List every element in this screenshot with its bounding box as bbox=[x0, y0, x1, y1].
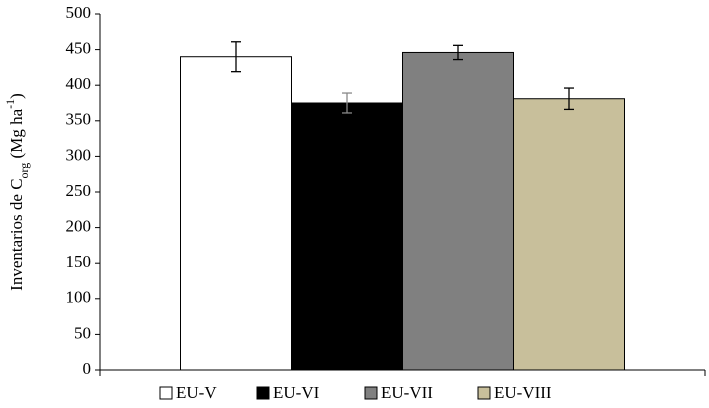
legend-label: EU-VII bbox=[381, 383, 433, 402]
y-tick-label: 300 bbox=[66, 145, 92, 164]
bar bbox=[291, 102, 403, 371]
y-tick-label: 350 bbox=[66, 110, 92, 129]
legend-swatch bbox=[256, 386, 270, 400]
legend-label: EU-VIII bbox=[494, 383, 552, 402]
y-tick-label: 100 bbox=[66, 288, 92, 307]
error-bar bbox=[231, 41, 241, 73]
y-tick-label: 150 bbox=[66, 252, 92, 271]
y-tick-label: 400 bbox=[66, 74, 92, 93]
y-label-part: ) bbox=[7, 93, 26, 99]
bar bbox=[180, 56, 292, 371]
legend-swatch bbox=[159, 386, 173, 400]
y-axis-label: Inventarios de Corg (Mg ha-1) bbox=[3, 93, 31, 291]
legend-label: EU-V bbox=[176, 383, 217, 402]
y-tick-label: 450 bbox=[66, 39, 92, 58]
y-tick-label: 50 bbox=[74, 323, 91, 342]
bar bbox=[513, 98, 625, 371]
y-tick-label: 250 bbox=[66, 181, 92, 200]
legend-swatch bbox=[477, 386, 491, 400]
legend-label: EU-VI bbox=[273, 383, 320, 402]
y-tick-label: 500 bbox=[66, 3, 92, 22]
y-tick-label: 0 bbox=[83, 359, 92, 378]
error-bar bbox=[453, 44, 463, 61]
y-label-part: -1 bbox=[3, 99, 17, 109]
legend-swatch bbox=[364, 386, 378, 400]
y-label-part: Inventarios de C bbox=[7, 178, 26, 290]
bar bbox=[402, 51, 514, 371]
y-label-part: (Mg ha bbox=[7, 108, 26, 162]
error-bar bbox=[342, 92, 352, 114]
y-tick-label: 200 bbox=[66, 217, 92, 236]
y-label-part: org bbox=[17, 163, 31, 179]
error-bar bbox=[564, 87, 574, 111]
